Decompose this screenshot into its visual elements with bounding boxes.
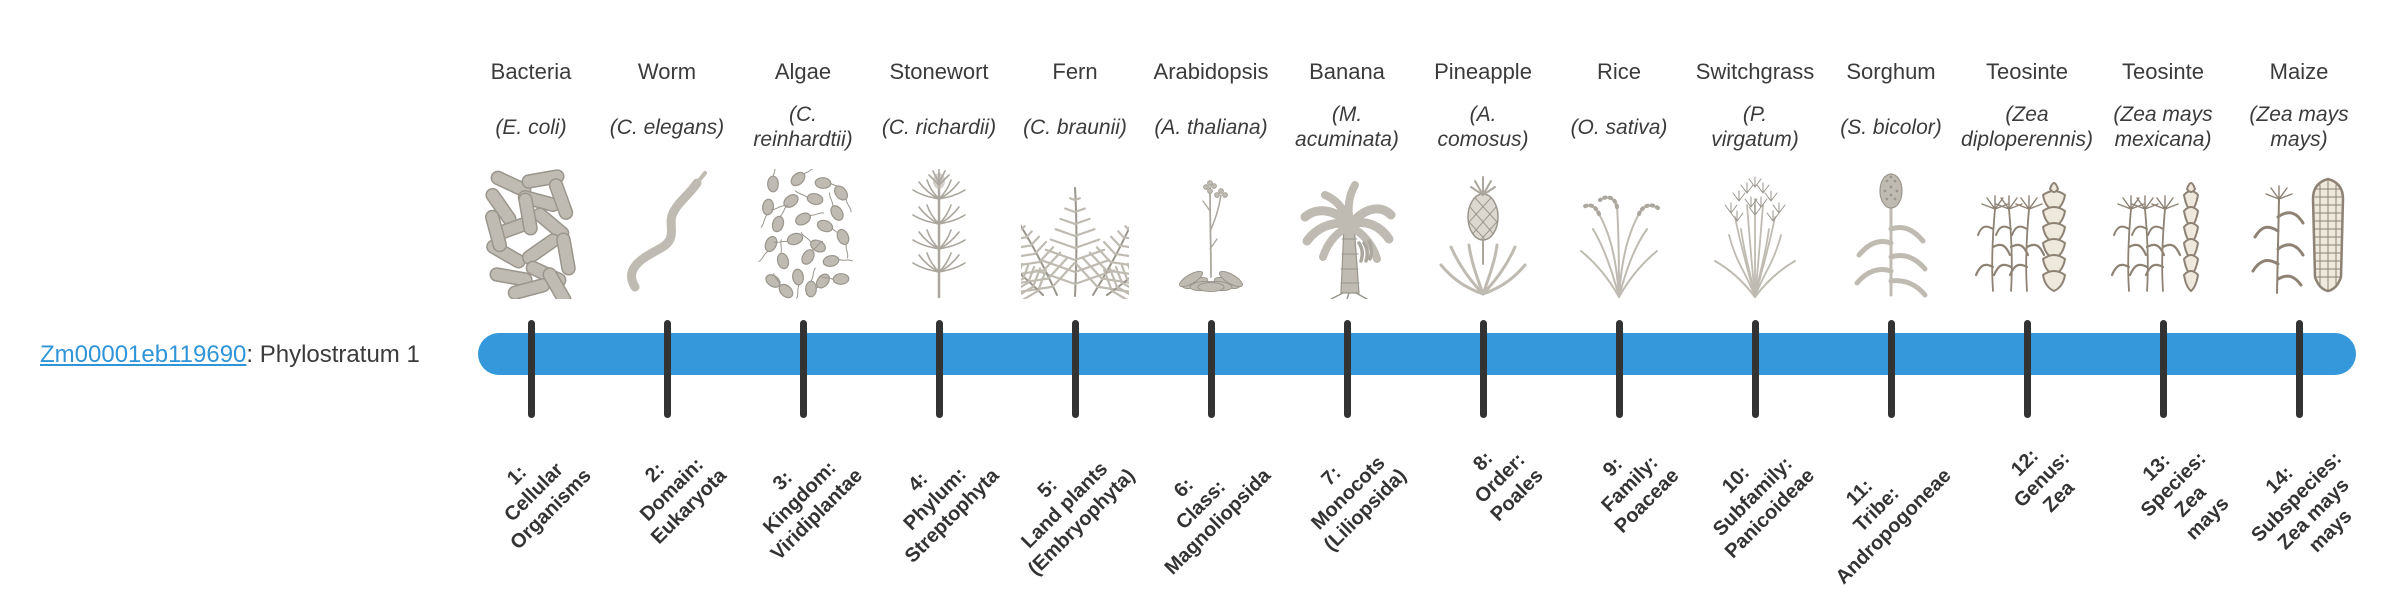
phylostratum-tick bbox=[935, 320, 943, 418]
phylostratum-tick bbox=[527, 320, 535, 418]
organism-column: Fern (C. braunii) 5: Land plants (Embryo… bbox=[1007, 0, 1143, 580]
phylostratum-tick bbox=[1887, 320, 1895, 418]
organism-scientific-name: (O. sativa) bbox=[1570, 115, 1668, 139]
phylostratum-rank-label: 5: Land plants (Embryophyta) bbox=[1017, 457, 1140, 580]
phylostratum-rank-label: 12: Genus: Zea bbox=[2007, 444, 2080, 517]
organism-column: Rice (O. sativa) 9: Family: Poaceae bbox=[1551, 0, 1687, 580]
organism-scientific-name: (Zea mays mays) bbox=[2249, 103, 2349, 151]
organism-column: Sorghum (S. bicolor) 11: Tribe: Andropog… bbox=[1823, 0, 1959, 589]
phylostratum-rank-label: 3: Kingdom: Viridiplantae bbox=[759, 457, 868, 565]
organism-column: Algae (C. reinhardtii) 3: Kingdom: Virid… bbox=[735, 0, 871, 580]
phylostratum-tick bbox=[1343, 320, 1351, 418]
bacteria-icon bbox=[477, 166, 585, 299]
organism-scientific-name: (M. acuminata) bbox=[1295, 103, 1399, 151]
organism-column: Switchgrass (P. virgatum) 10: Subfamily:… bbox=[1687, 0, 1823, 580]
phylostratum-bar bbox=[478, 333, 2356, 375]
organism-column: Worm (C. elegans) 2: Domain: Eukaryota bbox=[599, 0, 735, 580]
organism-common-name: Teosinte bbox=[2122, 59, 2204, 84]
organism-common-name: Switchgrass bbox=[1695, 59, 1815, 84]
organism-scientific-name: (A. comosus) bbox=[1437, 103, 1529, 151]
organism-common-name: Banana bbox=[1309, 59, 1385, 84]
organism-common-name: Pineapple bbox=[1434, 59, 1532, 84]
organism-column: Stonewort (C. richardii) 4: Phylum: Stre… bbox=[871, 0, 1007, 580]
organism-scientific-name: (C. reinhardtii) bbox=[753, 103, 853, 151]
organism-column: Pineapple (A. comosus) 8: Order: Poales bbox=[1415, 0, 1551, 580]
organism-common-name: Teosinte bbox=[1986, 59, 2068, 84]
gene-id-link[interactable]: Zm00001eb119690 bbox=[40, 341, 247, 368]
organism-scientific-name: (P. virgatum) bbox=[1711, 103, 1799, 151]
organism-column: Teosinte (Zea mays mexicana) 13: Species… bbox=[2095, 0, 2233, 580]
phylostratum-rank-label: 10: Subfamily: Panicoideae bbox=[1709, 452, 1820, 563]
phylostratum-tick bbox=[1479, 320, 1487, 418]
organism-common-name: Fern bbox=[1052, 59, 1098, 84]
teosinte-mexicana-icon bbox=[2109, 166, 2217, 299]
organism-common-name: Algae bbox=[774, 59, 832, 84]
phylostratum-tick bbox=[2295, 320, 2303, 418]
organism-scientific-name: (E. coli) bbox=[495, 115, 567, 139]
phylostratum-tick bbox=[663, 320, 671, 418]
organism-common-name: Arabidopsis bbox=[1153, 59, 1269, 84]
phylostratum-rank-label: 7: Monocots (Liliopsida) bbox=[1307, 452, 1412, 556]
phylostratum-rank-label: 13: Species: Zea mays bbox=[2136, 447, 2234, 545]
phylostratum-tick bbox=[1071, 320, 1079, 418]
rice-icon bbox=[1565, 166, 1673, 299]
organism-common-name: Bacteria bbox=[490, 59, 572, 84]
phylostratum-tick bbox=[799, 320, 807, 418]
organism-column: Banana (M. acuminata) 7: Monocots (Lilio… bbox=[1279, 0, 1415, 580]
organism-scientific-name: (Zea diploperennis) bbox=[1961, 103, 2093, 151]
organism-scientific-name: (S. bicolor) bbox=[1840, 115, 1942, 139]
organism-common-name: Stonewort bbox=[889, 59, 989, 84]
organism-column: Bacteria (E. coli) 1: Cellular Organisms bbox=[463, 0, 599, 580]
organism-common-name: Rice bbox=[1596, 59, 1641, 84]
sorghum-icon bbox=[1837, 166, 1945, 299]
phylostratum-label-suffix: : Phylostratum 1 bbox=[246, 341, 420, 368]
phylostratum-tick bbox=[1207, 320, 1215, 418]
phylostratum-rank-label: 9: Family: Poaceae bbox=[1597, 451, 1684, 538]
algae-icon bbox=[749, 166, 857, 299]
organism-scientific-name: (Zea mays mexicana) bbox=[2113, 103, 2213, 151]
organism-common-name: Worm bbox=[637, 59, 697, 84]
organism-scientific-name: (C. elegans) bbox=[609, 115, 725, 139]
organism-scientific-name: (A. thaliana) bbox=[1154, 115, 1268, 139]
maize-icon bbox=[2245, 166, 2353, 299]
stonewort-icon bbox=[885, 166, 993, 299]
organism-column: Maize (Zea mays mays) 14: Subspecies: Ze… bbox=[2231, 0, 2367, 580]
banana-icon bbox=[1293, 166, 1401, 299]
gene-phylostratum-label: Zm00001eb119690: Phylostratum 1 bbox=[40, 341, 420, 369]
phylostratum-rank-label: 1: Cellular Organisms bbox=[499, 458, 596, 555]
worm-icon bbox=[613, 166, 721, 299]
phylostratum-rank-label: 14: Subspecies: Zea mays mays bbox=[2247, 447, 2357, 557]
organism-column: Teosinte (Zea diploperennis) 12: Genus: … bbox=[1959, 0, 2095, 580]
fern-icon bbox=[1021, 166, 1129, 299]
arabidopsis-icon bbox=[1157, 166, 1265, 299]
phylostratum-rank-label: 4: Phylum: Streptophyta bbox=[899, 463, 1004, 568]
pineapple-icon bbox=[1429, 166, 1537, 299]
organism-common-name: Sorghum bbox=[1846, 59, 1936, 84]
phylostratum-rank-label: 6: Class: Magnoliopsida bbox=[1160, 464, 1276, 580]
phylostratum-tick bbox=[1615, 320, 1623, 418]
switchgrass-icon bbox=[1701, 166, 1809, 299]
organism-scientific-name: (C. braunii) bbox=[1023, 115, 1127, 139]
phylostratum-rank-label: 2: Domain: Eukaryota bbox=[636, 453, 732, 549]
organism-column: Arabidopsis (A. thaliana) 6: Class: Magn… bbox=[1143, 0, 1279, 580]
teosinte-diploperennis-icon bbox=[1973, 166, 2081, 299]
phylostratum-tick bbox=[2023, 320, 2031, 418]
phylostratum-tick bbox=[1751, 320, 1759, 418]
phylostratum-tick bbox=[2159, 320, 2167, 418]
organism-common-name: Maize bbox=[2269, 59, 2329, 84]
organism-scientific-name: (C. richardii) bbox=[881, 115, 997, 139]
phylostratum-rank-label: 8: Order: Poales bbox=[1468, 447, 1548, 526]
organism-columns: Bacteria (E. coli) 1: Cellular Organisms… bbox=[463, 0, 2367, 589]
